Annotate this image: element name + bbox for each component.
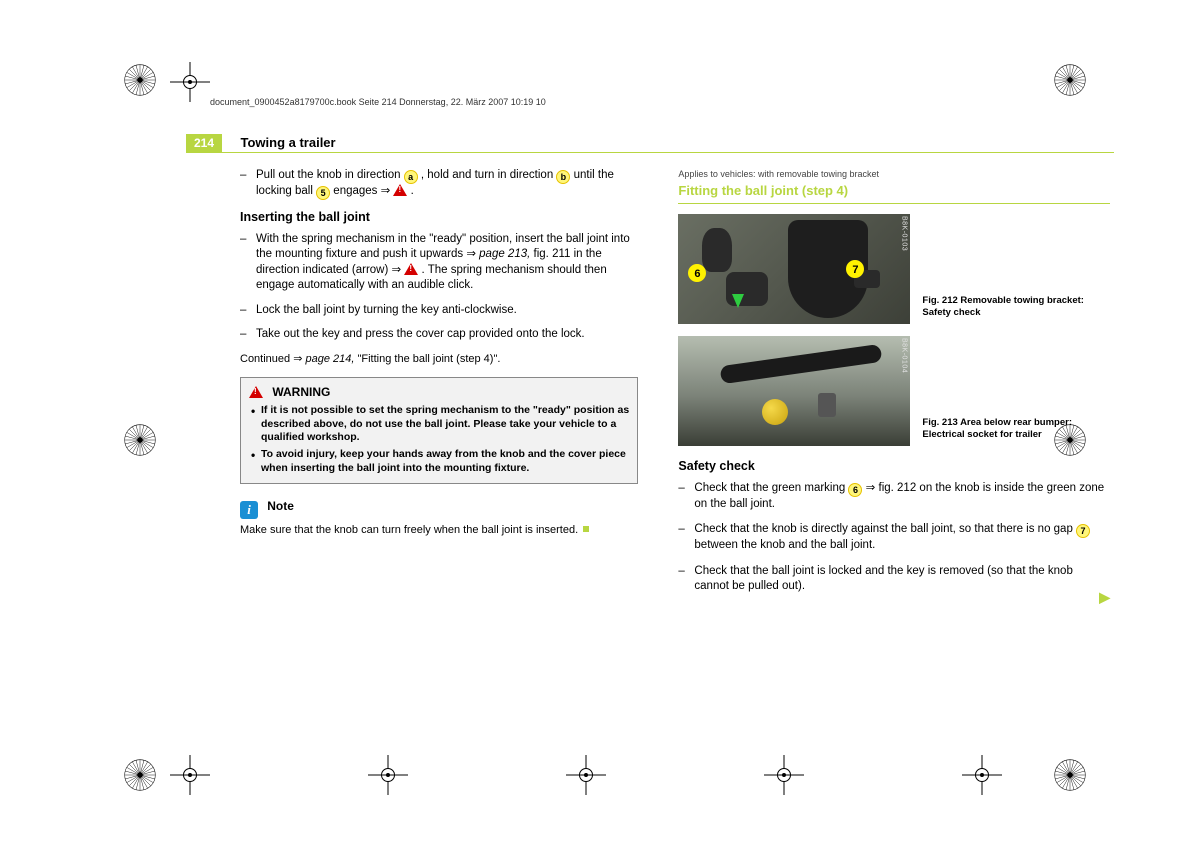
text: , hold and turn in direction (421, 169, 557, 181)
page-header: 214 Towing a trailer (186, 134, 1100, 152)
list-item: Lock the ball joint by turning the key a… (240, 303, 638, 319)
yellow-knob (762, 399, 788, 425)
circle-marker-a: a (404, 170, 418, 184)
crosshair-mark-icon (764, 755, 804, 795)
warning-paragraph: To avoid injury, keep your hands away fr… (249, 448, 629, 475)
applies-note: Applies to vehicles: with removable towi… (678, 168, 1110, 180)
registration-mark-icon (1052, 757, 1088, 793)
list-item: Check that the knob is directly against … (678, 522, 1110, 554)
note-text: Make sure that the knob can turn freely … (240, 523, 638, 538)
circle-marker-7: 7 (1076, 524, 1090, 538)
warning-triangle-icon (404, 263, 418, 275)
book-header-line: document_0900452a8179700c.book Seite 214… (210, 97, 546, 107)
crosshair-mark-icon (368, 755, 408, 795)
text: Check that the green marking (694, 482, 848, 494)
text: "Fitting the ball joint (step 4)". (357, 353, 500, 365)
warning-triangle-icon (249, 386, 263, 398)
left-column: Pull out the knob in direction a , hold … (240, 168, 638, 605)
note-header: i Note (240, 498, 638, 519)
list-item: With the spring mechanism in the "ready"… (240, 232, 638, 294)
registration-mark-icon (122, 62, 158, 98)
page-ref: page 213, (479, 248, 530, 260)
text: Check that the knob is directly against … (694, 523, 1076, 535)
end-square-icon (583, 526, 589, 532)
text: Pull out the knob in direction (256, 169, 404, 181)
text: Continued ⇒ (240, 353, 305, 365)
list-item: Take out the key and press the cover cap… (240, 327, 638, 343)
step-title: Fitting the ball joint (step 4) (678, 182, 1110, 204)
note-title: Note (267, 499, 294, 513)
continue-arrow-icon: ▶ (1099, 588, 1110, 607)
figure-212-row: B8K-0103 6 7 Fig. 212 Removable towing b… (678, 214, 1110, 324)
registration-mark-icon (122, 757, 158, 793)
page-number-badge: 214 (186, 134, 222, 152)
note-block: i Note Make sure that the knob can turn … (240, 498, 638, 538)
callout-6: 6 (688, 264, 706, 282)
image-code: B8K-0104 (899, 338, 908, 373)
list-item: Check that the ball joint is locked and … (678, 564, 1110, 595)
circle-marker-b: b (556, 170, 570, 184)
figure-212-caption: Fig. 212 Removable towing bracket: Safet… (922, 295, 1110, 324)
intro-list: Pull out the knob in direction a , hold … (240, 168, 638, 200)
registration-mark-icon (122, 422, 158, 458)
inserting-list: With the spring mechanism in the "ready"… (240, 232, 638, 343)
header-rule (186, 152, 1114, 153)
text: . (411, 185, 414, 197)
crosshair-mark-icon (566, 755, 606, 795)
green-arrow-icon (732, 294, 744, 308)
continued-line: Continued ⇒ page 214, "Fitting the ball … (240, 352, 638, 367)
registration-mark-icon (1052, 62, 1088, 98)
warning-triangle-icon (393, 184, 407, 196)
content-columns: Pull out the knob in direction a , hold … (240, 168, 1110, 605)
inserting-heading: Inserting the ball joint (240, 209, 638, 226)
figure-213-row: B8K-0104 Fig. 213 Area below rear bumper… (678, 336, 1110, 446)
figure-213-caption: Fig. 213 Area below rear bumper: Electri… (922, 417, 1110, 446)
safety-list: Check that the green marking 6 ⇒ fig. 21… (678, 481, 1110, 595)
crosshair-mark-icon (170, 755, 210, 795)
text: Make sure that the knob can turn freely … (240, 524, 578, 536)
warning-title-text: WARNING (272, 385, 330, 399)
info-icon: i (240, 501, 258, 519)
text: between the knob and the ball joint. (694, 539, 875, 551)
right-column: Applies to vehicles: with removable towi… (678, 168, 1110, 605)
figure-212-image: B8K-0103 6 7 (678, 214, 910, 324)
section-title: Towing a trailer (240, 135, 335, 150)
page-ref: page 214, (305, 353, 354, 365)
circle-marker-5: 5 (316, 186, 330, 200)
callout-7: 7 (846, 260, 864, 278)
figure-213-image: B8K-0104 (678, 336, 910, 446)
text: engages ⇒ (333, 185, 393, 197)
list-item: Check that the green marking 6 ⇒ fig. 21… (678, 481, 1110, 513)
warning-box: WARNING If it is not possible to set the… (240, 377, 638, 484)
safety-heading: Safety check (678, 458, 1110, 475)
warning-paragraph: If it is not possible to set the spring … (249, 404, 629, 445)
intro-list-item: Pull out the knob in direction a , hold … (240, 168, 638, 200)
image-code: B8K-0103 (899, 216, 908, 251)
crosshair-mark-icon (962, 755, 1002, 795)
circle-marker-6: 6 (848, 483, 862, 497)
crosshair-mark-icon (170, 62, 210, 102)
warning-title: WARNING (249, 384, 629, 400)
